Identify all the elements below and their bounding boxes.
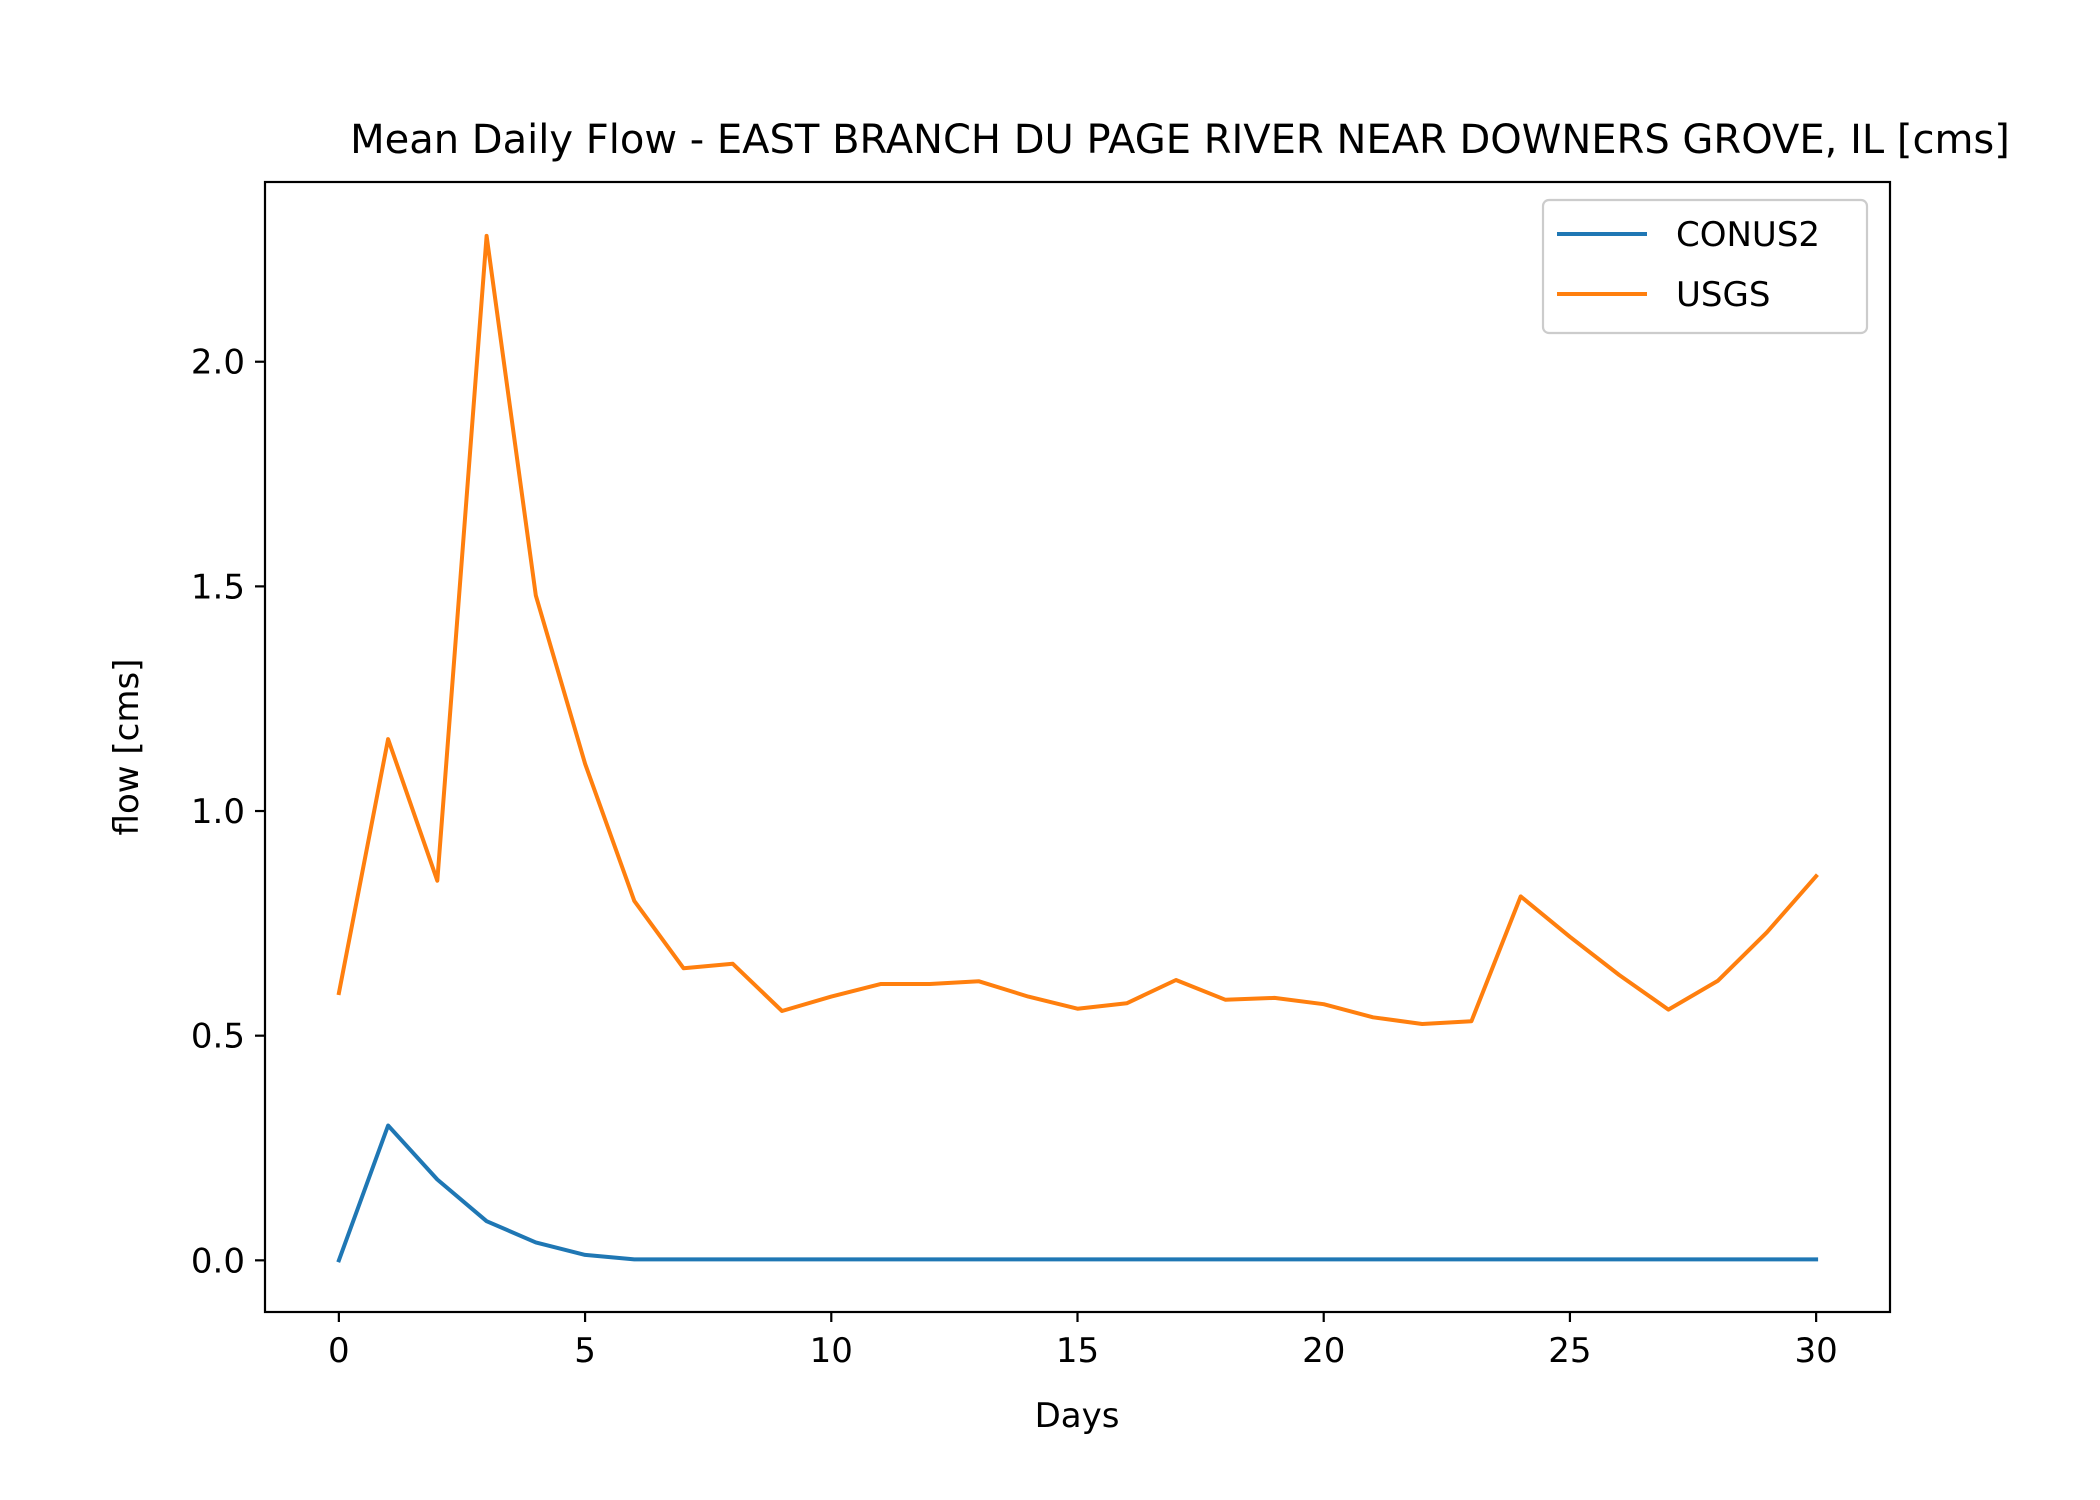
legend-label-conus2: CONUS2 bbox=[1676, 215, 1820, 255]
chart-title: Mean Daily Flow - EAST BRANCH DU PAGE RI… bbox=[350, 117, 2010, 163]
x-axis: 0 5 10 15 20 25 30 bbox=[328, 1312, 1838, 1371]
y-axis-label: flow [cms] bbox=[107, 659, 147, 836]
series-line-usgs bbox=[336, 233, 1819, 1026]
legend-label-usgs: USGS bbox=[1676, 275, 1770, 315]
x-tick-label: 0 bbox=[328, 1331, 350, 1371]
x-tick-label: 10 bbox=[810, 1331, 853, 1371]
legend: CONUS2 USGS bbox=[1541, 198, 1869, 335]
y-tick-label: 1.0 bbox=[191, 792, 245, 832]
y-tick-label: 2.0 bbox=[191, 343, 245, 383]
x-tick-label: 25 bbox=[1548, 1331, 1591, 1371]
y-tick-label: 0.0 bbox=[191, 1241, 245, 1281]
x-tick-label: 20 bbox=[1302, 1331, 1345, 1371]
y-tick-label: 0.5 bbox=[191, 1017, 245, 1057]
x-tick-label: 30 bbox=[1795, 1331, 1838, 1371]
y-tick-label: 1.5 bbox=[191, 567, 245, 607]
x-tick-label: 15 bbox=[1056, 1331, 1099, 1371]
y-axis: 0.0 0.5 1.0 1.5 2.0 bbox=[191, 343, 265, 1281]
x-tick-label: 5 bbox=[574, 1331, 596, 1371]
plot-area bbox=[336, 233, 1819, 1263]
x-axis-label: Days bbox=[1035, 1396, 1120, 1436]
series-line-conus2 bbox=[336, 1123, 1819, 1263]
